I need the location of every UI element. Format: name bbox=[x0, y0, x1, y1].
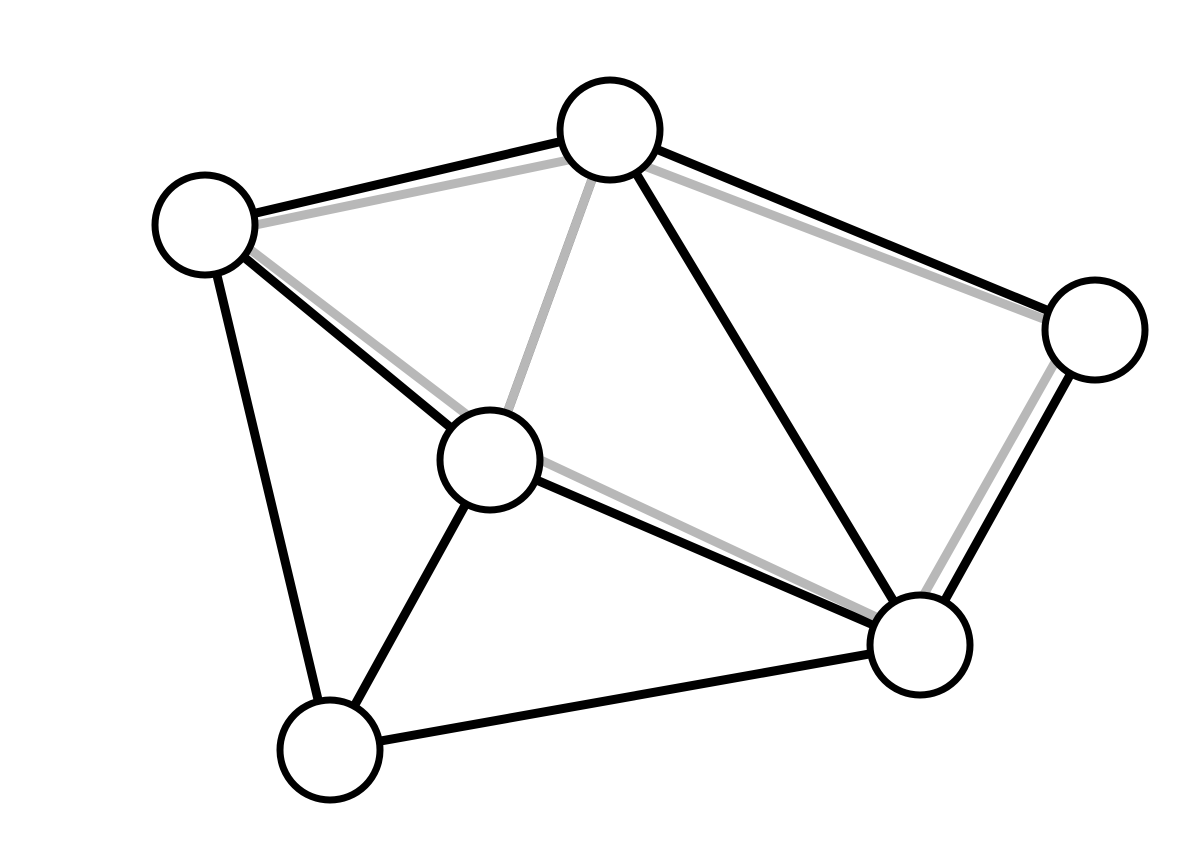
edge-A-B bbox=[205, 130, 610, 225]
node-D bbox=[440, 410, 540, 510]
edge-B-C bbox=[610, 130, 1095, 330]
node-A bbox=[155, 175, 255, 275]
network-diagram bbox=[0, 0, 1200, 845]
node-B bbox=[560, 80, 660, 180]
gray-paths bbox=[226, 151, 1073, 630]
node-E bbox=[870, 595, 970, 695]
edge-E-F bbox=[330, 645, 920, 750]
node-C bbox=[1045, 280, 1145, 380]
gray-path-0 bbox=[226, 152, 1073, 630]
gray-path-1 bbox=[498, 151, 603, 440]
edge-D-E bbox=[490, 460, 920, 645]
edge-C-E bbox=[920, 330, 1095, 645]
node-F bbox=[280, 700, 380, 800]
edge-A-D bbox=[205, 225, 490, 460]
edge-F-A bbox=[205, 225, 330, 750]
